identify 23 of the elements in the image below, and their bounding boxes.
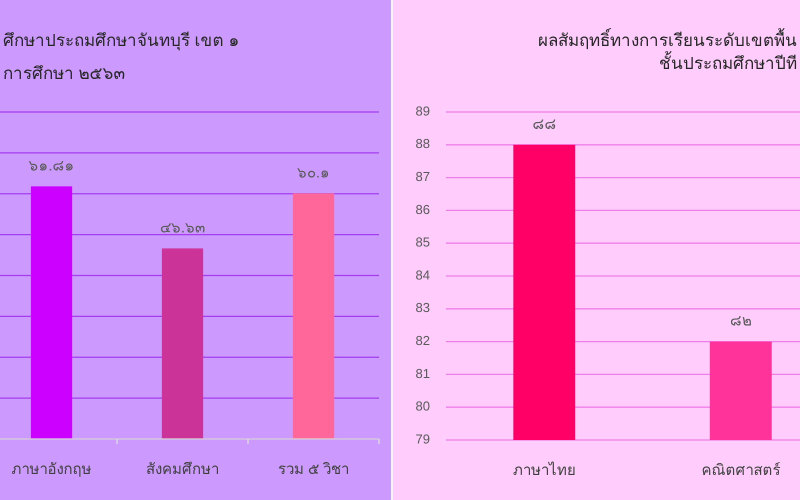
xtick-label: สังคมศึกษา [146, 460, 219, 478]
ytick-label: 84 [416, 267, 430, 282]
data-label: ๔๖.๖๓ [160, 219, 206, 236]
ytick-label: 85 [416, 234, 430, 250]
xtick-label: ภาษาอังกฤษ [12, 460, 92, 478]
ytick-label: 88 [416, 136, 430, 152]
ytick-label: 86 [416, 202, 430, 217]
title: ศึกษาประถมศึกษาจันทบุรี เขต ๑ [3, 31, 240, 50]
data-label: ๘๘ [532, 116, 556, 133]
xtick-label: คณิตศาสตร์ [701, 462, 780, 479]
xtick-label: รวม ๕ วิชา [278, 460, 350, 478]
data-label: ๖๐.๑ [296, 164, 330, 182]
ytick-label: 79 [416, 431, 430, 446]
data-label: ๖๑.๘๑ [28, 157, 75, 174]
ytick-label: 82 [416, 333, 430, 348]
ytick-label: 89 [416, 103, 430, 118]
ytick-label: 87 [416, 169, 430, 184]
ytick-label: 83 [416, 300, 430, 316]
data-label: ๘๒ [730, 312, 752, 330]
title: การศึกษา ๒๕๖๓ [3, 64, 126, 83]
ytick-label: 80 [416, 398, 430, 414]
ytick-label: 81 [416, 366, 430, 381]
xtick-label: ภาษาไทย [512, 462, 576, 479]
